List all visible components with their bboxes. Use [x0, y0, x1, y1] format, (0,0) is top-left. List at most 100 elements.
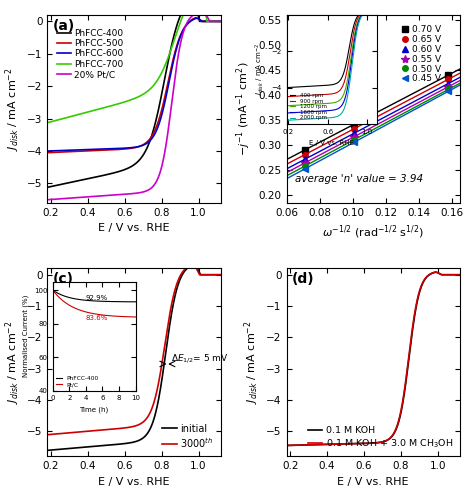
initial: [64, 446, 70, 452]
Text: (c): (c): [53, 272, 73, 286]
Y-axis label: $J_{disk}$ / mA cm$^{-2}$: $J_{disk}$ / mA cm$^{-2}$: [3, 67, 22, 151]
PhFCC-400: [218, 18, 224, 24]
3000$^{th}$: [118, 426, 124, 432]
Y-axis label: $-j^{-1}$ (mA$^{-1}$ cm$^2$): $-j^{-1}$ (mA$^{-1}$ cm$^2$): [234, 62, 253, 156]
PhFCC-700: [218, 18, 224, 24]
3000$^{th}$: [214, 272, 220, 278]
0.55 V: [351, 134, 357, 140]
0.1 M KOH: [314, 442, 319, 448]
Line: PhFCC-500: PhFCC-500: [47, 18, 221, 153]
PhFCC-500: [214, 18, 220, 24]
PhFCC-600: [45, 148, 50, 154]
3000$^{th}$: [45, 432, 50, 437]
PhFCC-400: [45, 185, 50, 190]
0.45 V: [302, 166, 308, 172]
PhFCC-700: [74, 112, 80, 118]
0.60 V: [351, 130, 357, 136]
20% Pt/C: [111, 192, 117, 198]
Line: 0.1 M KOH + 3.0 M CH$_3$OH: 0.1 M KOH + 3.0 M CH$_3$OH: [286, 272, 460, 445]
X-axis label: E / V vs. RHE: E / V vs. RHE: [98, 477, 170, 487]
0.1 M KOH + 3.0 M CH$_3$OH: [314, 442, 319, 448]
initial: [192, 261, 198, 267]
PhFCC-500: [196, 16, 201, 22]
PhFCC-700: [64, 115, 70, 121]
0.1 M KOH: [303, 442, 309, 448]
Text: $\Delta E_{1/2}$= 5 mV: $\Delta E_{1/2}$= 5 mV: [172, 353, 229, 366]
0.70 V: [446, 72, 451, 78]
20% Pt/C: [74, 194, 80, 200]
initial: [45, 447, 50, 453]
Legend: PhFCC-400, PhFCC-500, PhFCC-600, PhFCC-700, 20% Pt/C: PhFCC-400, PhFCC-500, PhFCC-600, PhFCC-7…: [55, 27, 126, 81]
initial: [218, 272, 224, 278]
X-axis label: $\omega^{-1/2}$ (rad$^{-1/2}$ s$^{1/2}$): $\omega^{-1/2}$ (rad$^{-1/2}$ s$^{1/2}$): [322, 223, 424, 241]
20% Pt/C: [214, 18, 220, 24]
PhFCC-600: [214, 18, 220, 24]
0.1 M KOH: [283, 442, 289, 448]
Line: PhFCC-400: PhFCC-400: [47, 0, 221, 187]
0.50 V: [351, 137, 357, 143]
initial: [111, 442, 117, 448]
Line: 0.65 V: 0.65 V: [302, 76, 451, 158]
0.65 V: [446, 76, 451, 82]
0.1 M KOH + 3.0 M CH$_3$OH: [303, 442, 309, 448]
3000$^{th}$: [191, 261, 197, 267]
PhFCC-500: [111, 147, 117, 153]
PhFCC-700: [45, 120, 50, 125]
PhFCC-400: [74, 178, 80, 184]
20% Pt/C: [118, 191, 124, 197]
Line: 0.50 V: 0.50 V: [302, 87, 451, 169]
Line: 3000$^{th}$: 3000$^{th}$: [47, 264, 221, 434]
Text: average 'n' value = 3.94: average 'n' value = 3.94: [295, 174, 423, 184]
Legend: initial, 3000$^{th}$: initial, 3000$^{th}$: [160, 422, 216, 451]
0.1 M KOH + 3.0 M CH$_3$OH: [457, 272, 463, 278]
Line: PhFCC-700: PhFCC-700: [47, 0, 221, 123]
20% Pt/C: [201, 8, 207, 14]
0.50 V: [302, 163, 308, 169]
Line: initial: initial: [47, 264, 221, 450]
Legend: 0.70 V, 0.65 V, 0.60 V, 0.55 V, 0.50 V, 0.45 V: 0.70 V, 0.65 V, 0.60 V, 0.55 V, 0.50 V, …: [399, 23, 443, 85]
Line: 0.60 V: 0.60 V: [302, 81, 451, 162]
PhFCC-700: [118, 100, 124, 106]
Y-axis label: $J_{disk}$ / mA cm$^{-2}$: $J_{disk}$ / mA cm$^{-2}$: [242, 320, 261, 404]
PhFCC-600: [194, 15, 200, 21]
0.1 M KOH + 3.0 M CH$_3$OH: [350, 441, 356, 447]
20% Pt/C: [196, 9, 201, 15]
initial: [196, 268, 201, 274]
0.55 V: [446, 84, 451, 90]
PhFCC-600: [218, 18, 224, 24]
0.50 V: [446, 86, 451, 92]
PhFCC-400: [111, 170, 117, 176]
0.70 V: [302, 147, 308, 153]
3000$^{th}$: [111, 426, 117, 432]
0.1 M KOH + 3.0 M CH$_3$OH: [283, 442, 289, 448]
3000$^{th}$: [74, 429, 80, 435]
PhFCC-600: [111, 146, 117, 152]
PhFCC-500: [64, 149, 70, 155]
PhFCC-700: [111, 102, 117, 108]
Line: 0.1 M KOH: 0.1 M KOH: [286, 272, 460, 445]
20% Pt/C: [218, 18, 224, 24]
X-axis label: E / V vs. RHE: E / V vs. RHE: [337, 477, 409, 487]
0.1 M KOH: [457, 272, 463, 278]
3000$^{th}$: [218, 272, 224, 278]
0.60 V: [446, 80, 451, 86]
0.1 M KOH + 3.0 M CH$_3$OH: [433, 269, 438, 275]
Legend: 0.1 M KOH, 0.1 M KOH + 3.0 M CH$_3$OH: 0.1 M KOH, 0.1 M KOH + 3.0 M CH$_3$OH: [306, 425, 455, 451]
0.70 V: [351, 121, 357, 127]
0.1 M KOH + 3.0 M CH$_3$OH: [454, 272, 459, 278]
0.1 M KOH: [454, 272, 459, 278]
0.1 M KOH: [433, 269, 438, 275]
PhFCC-600: [74, 147, 80, 153]
Line: 20% Pt/C: 20% Pt/C: [47, 11, 221, 200]
PhFCC-600: [64, 147, 70, 153]
Line: 0.70 V: 0.70 V: [302, 72, 451, 153]
0.1 M KOH: [350, 441, 356, 447]
X-axis label: E / V vs. RHE: E / V vs. RHE: [98, 223, 170, 233]
initial: [214, 272, 220, 278]
Line: 0.55 V: 0.55 V: [301, 83, 452, 167]
initial: [118, 441, 124, 447]
PhFCC-400: [196, 14, 201, 20]
0.45 V: [351, 139, 357, 145]
PhFCC-500: [74, 148, 80, 154]
Text: (d): (d): [292, 272, 314, 286]
